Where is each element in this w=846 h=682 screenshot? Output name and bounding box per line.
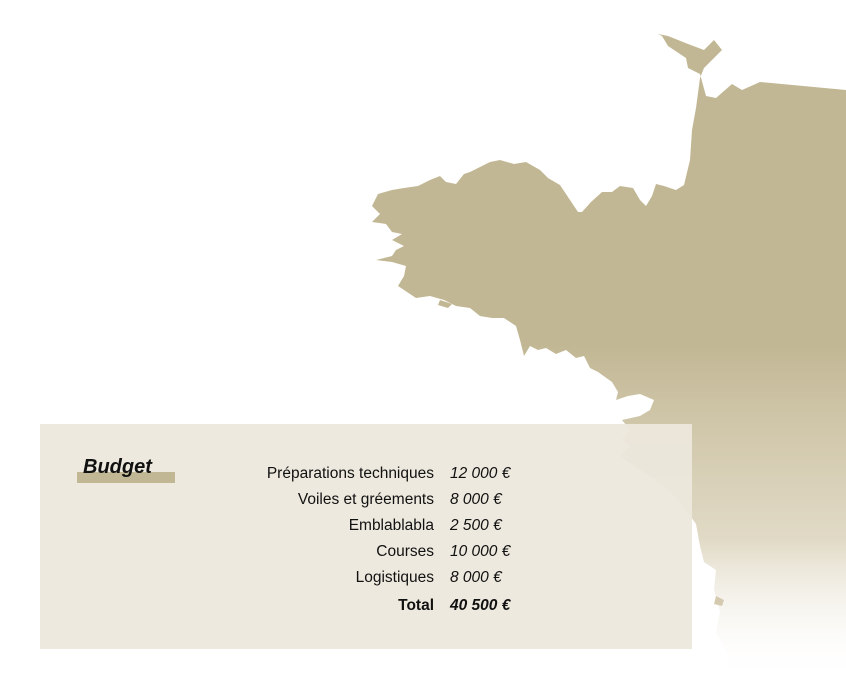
budget-row-value: 10 000 € — [450, 543, 511, 560]
budget-row-label: Emblablabla — [348, 517, 434, 534]
island-shape — [714, 596, 724, 606]
budget-panel: Budget Préparations techniques 12 000 € … — [40, 424, 692, 649]
budget-row-value: 12 000 € — [450, 465, 511, 482]
budget-row-value: 8 000 € — [450, 491, 502, 508]
budget-heading: Budget — [77, 453, 175, 483]
budget-row: Emblablabla 2 500 € — [236, 513, 556, 539]
budget-row: Logistiques 8 000 € — [236, 565, 556, 591]
coastline-shape — [372, 34, 846, 682]
budget-row-label: Logistiques — [355, 569, 434, 586]
title-highlight-bar — [77, 472, 175, 483]
budget-total-label: Total — [398, 597, 434, 614]
budget-row: Courses 10 000 € — [236, 539, 556, 565]
budget-row-value: 2 500 € — [450, 517, 502, 534]
budget-title: Budget — [83, 456, 152, 478]
budget-total-row: Total 40 500 € — [236, 591, 556, 621]
budget-row: Voiles et gréements 8 000 € — [236, 487, 556, 513]
budget-table: Préparations techniques 12 000 € Voiles … — [236, 461, 556, 621]
budget-row-label: Voiles et gréements — [297, 491, 434, 508]
island-shape — [438, 300, 452, 308]
budget-row-label: Courses — [376, 543, 434, 560]
budget-row-label: Préparations techniques — [266, 465, 434, 482]
budget-row-value: 8 000 € — [450, 569, 502, 586]
budget-row: Préparations techniques 12 000 € — [236, 461, 556, 487]
budget-total-value: 40 500 € — [450, 597, 511, 614]
